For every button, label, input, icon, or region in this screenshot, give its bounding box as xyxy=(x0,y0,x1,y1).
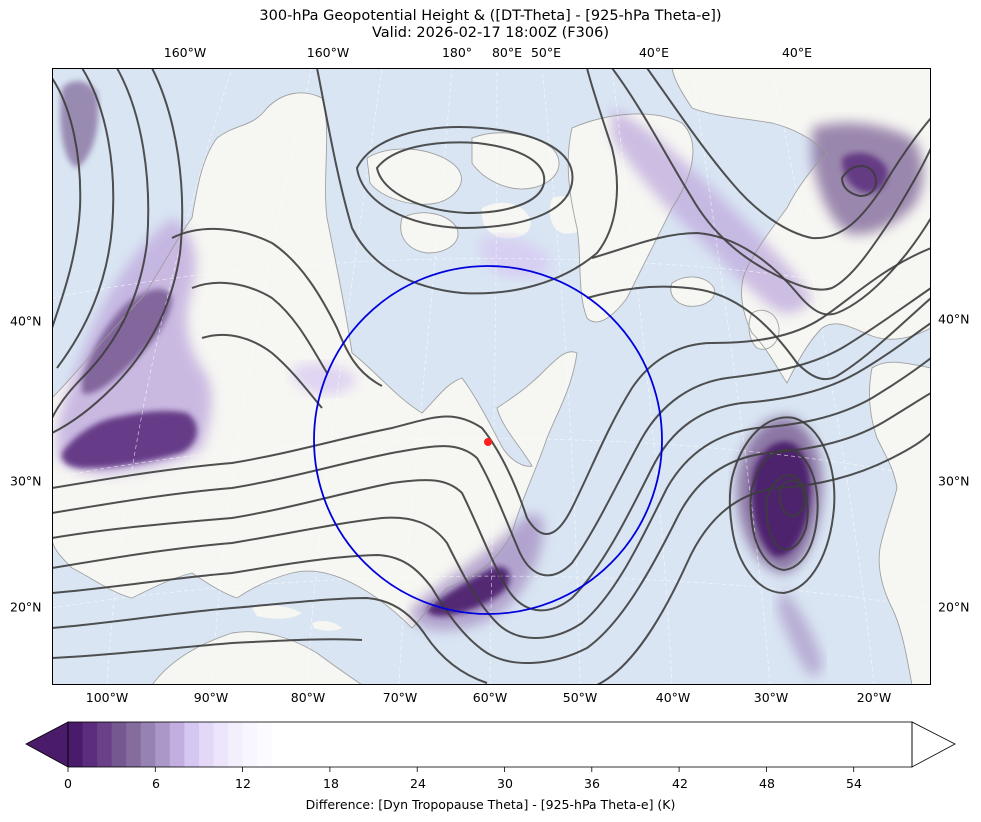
height-contours[interactable] xyxy=(52,68,931,685)
focus-circle[interactable] xyxy=(313,265,663,615)
shading-west-mid xyxy=(82,288,172,394)
colorbar-cell xyxy=(82,722,98,767)
top-lon-label: 40°E xyxy=(638,45,670,60)
top-lon-label: 160°W xyxy=(306,45,350,60)
graticule xyxy=(52,68,931,685)
iceland-land xyxy=(670,276,715,307)
colorbar-extend-high xyxy=(911,721,956,768)
colorbar-tick: 42 xyxy=(672,776,688,791)
shading-west-core xyxy=(61,410,198,469)
colorbar-cell xyxy=(68,722,84,767)
colorbar-tick: 54 xyxy=(846,776,862,791)
colorbar-cell xyxy=(257,722,273,767)
shading-azores-streak xyxy=(777,588,823,676)
right-lat-label: 40°N xyxy=(938,311,970,327)
colorbar-tick: 12 xyxy=(235,776,251,791)
colorbar-extend-low xyxy=(25,721,69,768)
bottom-lon-label: 20°W xyxy=(856,690,892,705)
colorbar-tick: 48 xyxy=(759,776,775,791)
bottom-lon-label: 70°W xyxy=(382,690,418,705)
colorbar-cell xyxy=(271,722,912,767)
land-masses xyxy=(52,68,931,685)
top-lon-label: 50°E xyxy=(530,45,562,60)
colorbar-tick: 30 xyxy=(497,776,513,791)
bottom-lon-label: 60°W xyxy=(472,690,508,705)
bottom-lon-label: 50°W xyxy=(562,690,598,705)
colorbar-cell xyxy=(97,722,113,767)
shading-west-upper xyxy=(60,81,99,168)
colorbar-label: Difference: [Dyn Tropopause Theta] - [92… xyxy=(305,797,676,812)
africa-land xyxy=(869,362,931,685)
colorbar-tick: 0 xyxy=(64,776,72,791)
colorbar-cell xyxy=(169,722,185,767)
colorbar-cell xyxy=(184,722,200,767)
shading-arctic-patch xyxy=(480,236,552,279)
right-lat-label: 30°N xyxy=(938,473,970,489)
bottom-lon-label: 90°W xyxy=(193,690,229,705)
colorbar-tick: 18 xyxy=(323,776,339,791)
left-lat-label: 30°N xyxy=(10,473,42,489)
shading-atlantic-core xyxy=(752,441,811,557)
colorbar xyxy=(25,721,956,772)
map-frame xyxy=(52,68,931,685)
shading-south-core xyxy=(426,566,510,617)
top-lon-label: 180° xyxy=(441,45,473,60)
colorbar-cell xyxy=(228,722,244,767)
colorbar-cell xyxy=(213,722,229,767)
colorbar-cell xyxy=(242,722,258,767)
colorbar-frame xyxy=(67,721,913,768)
valid-time: Valid: 2026-02-17 18:00Z (F306) xyxy=(372,25,609,41)
colorbar-tick: 24 xyxy=(410,776,426,791)
bottom-lon-label: 40°W xyxy=(655,690,691,705)
colorbar-tick: 6 xyxy=(152,776,160,791)
caribbean-island xyxy=(252,605,302,619)
top-lon-label: 80°E xyxy=(491,45,523,60)
right-lat-label: 20°N xyxy=(938,599,970,615)
left-lat-label: 20°N xyxy=(10,599,42,615)
colorbar-cell xyxy=(155,722,171,767)
colorbar-cell xyxy=(140,722,156,767)
arctic-island xyxy=(472,132,560,189)
map-panel[interactable] xyxy=(52,68,931,685)
top-lon-label: 40°E xyxy=(781,45,813,60)
north-america-land xyxy=(52,92,577,628)
top-lon-label: 160°W xyxy=(163,45,207,60)
bottom-lon-label: 30°W xyxy=(753,690,789,705)
colorbar-tick: 36 xyxy=(584,776,600,791)
arctic-island xyxy=(367,148,462,205)
colorbar-cell xyxy=(111,722,127,767)
difference-shading xyxy=(57,81,924,676)
colorbar-cell xyxy=(198,722,214,767)
left-lat-label: 40°N xyxy=(10,313,42,329)
location-marker[interactable] xyxy=(484,438,492,446)
caribbean-island xyxy=(312,620,342,631)
map-title: 300-hPa Geopotential Height & ([DT-Theta… xyxy=(259,8,722,24)
bottom-lon-label: 100°W xyxy=(85,690,129,705)
colorbar-cell xyxy=(126,722,142,767)
bottom-lon-label: 80°W xyxy=(290,690,326,705)
arctic-island xyxy=(400,212,458,253)
